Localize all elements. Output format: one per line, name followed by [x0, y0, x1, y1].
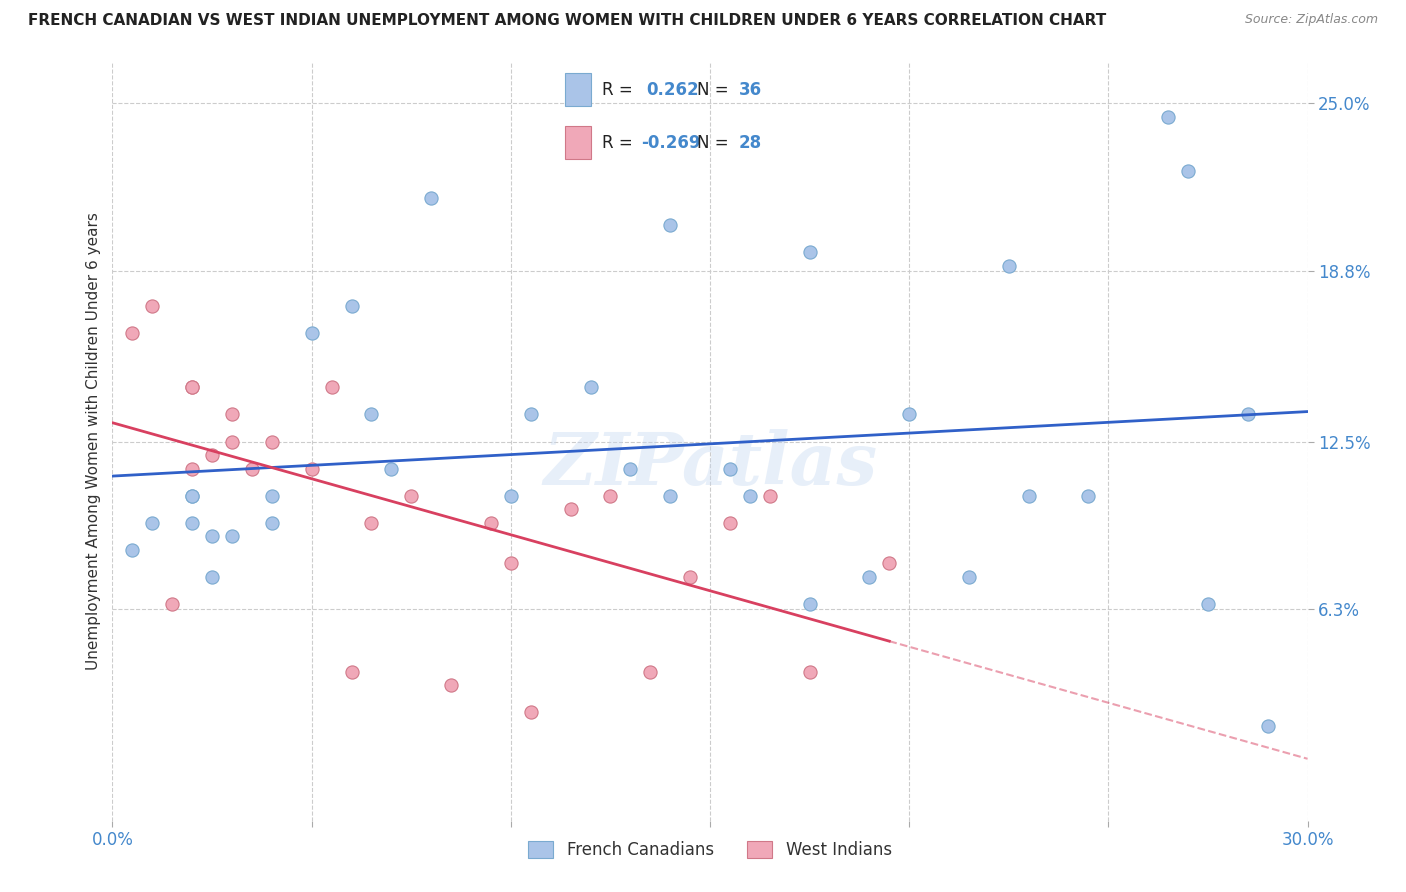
Point: [718, 461, 741, 475]
Point: [141, 299, 163, 313]
Point: [260, 434, 283, 449]
Point: [360, 408, 382, 422]
Point: [1018, 489, 1040, 503]
Point: [799, 597, 821, 611]
Point: [759, 489, 782, 503]
Point: [221, 408, 243, 422]
Point: [1177, 163, 1199, 178]
Point: [520, 706, 543, 720]
Point: [221, 529, 243, 543]
Point: [181, 489, 204, 503]
Point: [340, 665, 363, 679]
Point: [1237, 408, 1260, 422]
Point: [181, 516, 204, 530]
Point: [162, 597, 183, 611]
Text: ZIPatlas: ZIPatlas: [543, 429, 877, 500]
Text: Source: ZipAtlas.com: Source: ZipAtlas.com: [1244, 13, 1378, 27]
Point: [240, 461, 263, 475]
Point: [420, 191, 443, 205]
Point: [260, 489, 283, 503]
Point: [121, 542, 143, 557]
Point: [1257, 719, 1279, 733]
Point: [640, 665, 662, 679]
Point: [679, 570, 702, 584]
Point: [718, 516, 741, 530]
Point: [321, 380, 343, 394]
Point: [181, 461, 204, 475]
Point: [1077, 489, 1099, 503]
Point: [799, 244, 821, 259]
Point: [181, 380, 204, 394]
Point: [957, 570, 980, 584]
Point: [201, 570, 224, 584]
Point: [1197, 597, 1219, 611]
Point: [201, 448, 224, 462]
Point: [181, 380, 204, 394]
Point: [560, 502, 582, 516]
Point: [520, 408, 543, 422]
Point: [301, 461, 323, 475]
Point: [499, 489, 522, 503]
Point: [221, 434, 243, 449]
Y-axis label: Unemployment Among Women with Children Under 6 years: Unemployment Among Women with Children U…: [86, 212, 101, 671]
Point: [858, 570, 880, 584]
Point: [898, 408, 921, 422]
Text: FRENCH CANADIAN VS WEST INDIAN UNEMPLOYMENT AMONG WOMEN WITH CHILDREN UNDER 6 YE: FRENCH CANADIAN VS WEST INDIAN UNEMPLOYM…: [28, 13, 1107, 29]
Point: [440, 678, 463, 692]
Point: [401, 489, 423, 503]
Point: [998, 259, 1021, 273]
Point: [380, 461, 402, 475]
Point: [619, 461, 641, 475]
Point: [799, 665, 821, 679]
Point: [499, 557, 522, 571]
Point: [599, 489, 621, 503]
Point: [181, 489, 204, 503]
Point: [738, 489, 761, 503]
Point: [1157, 110, 1180, 124]
Point: [201, 529, 224, 543]
Point: [659, 489, 682, 503]
Point: [360, 516, 382, 530]
Point: [579, 380, 602, 394]
Legend: French Canadians, West Indians: French Canadians, West Indians: [522, 834, 898, 865]
Point: [121, 326, 143, 341]
Point: [141, 516, 163, 530]
Point: [659, 218, 682, 232]
Point: [260, 516, 283, 530]
Point: [340, 299, 363, 313]
Point: [479, 516, 502, 530]
Point: [879, 557, 901, 571]
Point: [301, 326, 323, 341]
